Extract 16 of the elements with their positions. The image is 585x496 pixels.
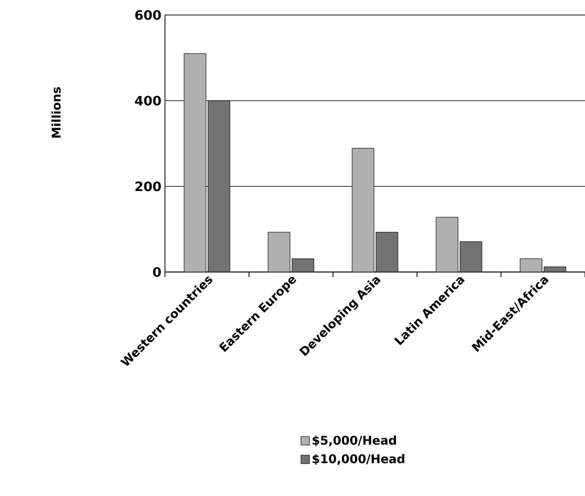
y-tick-label: 200 bbox=[135, 181, 161, 192]
bar bbox=[376, 232, 398, 272]
y-tick-label: 600 bbox=[135, 10, 161, 20]
y-tick-label: 0 bbox=[153, 267, 161, 277]
legend-label: $5,000/Head bbox=[312, 436, 396, 446]
y-axis-title: Millions bbox=[51, 87, 61, 138]
bar bbox=[292, 258, 314, 272]
bar bbox=[352, 148, 374, 272]
legend-label: $10,000/Head bbox=[312, 454, 404, 465]
bar bbox=[520, 258, 542, 272]
bar bbox=[460, 241, 482, 272]
bar bbox=[436, 216, 458, 272]
y-tick-label: 400 bbox=[135, 96, 161, 106]
bar bbox=[184, 53, 206, 272]
bar bbox=[208, 100, 230, 272]
bar bbox=[268, 232, 290, 272]
